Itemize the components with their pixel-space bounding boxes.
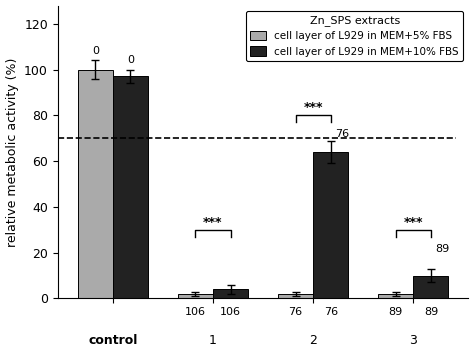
Bar	[78, 70, 113, 298]
Text: ***: ***	[303, 101, 323, 114]
Text: 0: 0	[127, 55, 134, 65]
Bar	[113, 76, 148, 298]
Bar	[178, 294, 213, 298]
Bar	[378, 294, 413, 298]
Text: 89: 89	[424, 307, 438, 317]
Text: 106: 106	[220, 307, 241, 317]
Text: 106: 106	[185, 307, 206, 317]
Text: 76: 76	[289, 307, 303, 317]
Text: 89: 89	[435, 244, 449, 254]
Text: 89: 89	[389, 307, 403, 317]
Legend: cell layer of L929 in MEM+5% FBS, cell layer of L929 in MEM+10% FBS: cell layer of L929 in MEM+5% FBS, cell l…	[246, 11, 463, 61]
Text: 0: 0	[92, 46, 99, 56]
Text: 76: 76	[335, 129, 349, 139]
Y-axis label: relative metabolic activity (%): relative metabolic activity (%)	[6, 58, 18, 247]
Bar	[213, 289, 248, 298]
Text: ***: ***	[403, 216, 423, 229]
Text: 76: 76	[324, 307, 338, 317]
Bar	[413, 276, 448, 298]
Text: ***: ***	[203, 216, 223, 229]
Bar	[278, 294, 313, 298]
Bar	[313, 152, 348, 298]
